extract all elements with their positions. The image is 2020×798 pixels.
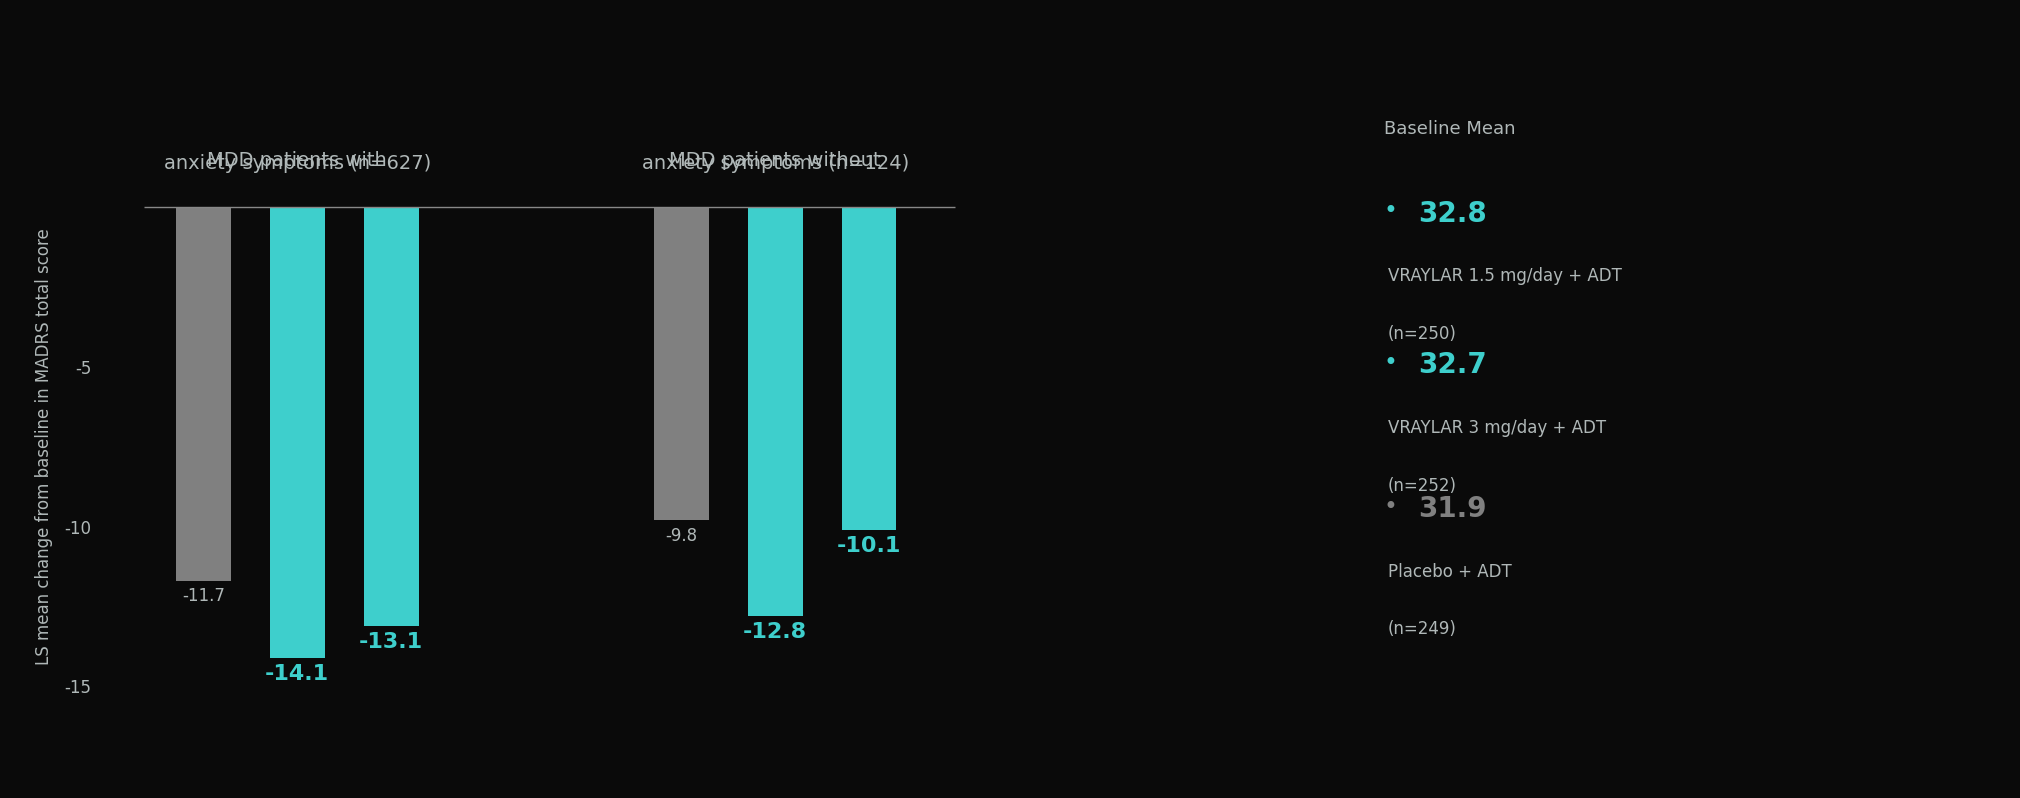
Text: (n=249): (n=249) <box>1388 620 1456 638</box>
Text: -11.7: -11.7 <box>182 587 224 606</box>
Bar <box>176 207 230 581</box>
Text: MDD patients without: MDD patients without <box>669 151 881 170</box>
Text: -12.8: -12.8 <box>743 622 808 642</box>
Text: anxiety symptoms (n=124): anxiety symptoms (n=124) <box>642 154 909 173</box>
Text: •: • <box>1384 200 1398 223</box>
Text: MDD patients with: MDD patients with <box>208 151 388 170</box>
Y-axis label: LS mean change from baseline in MADRS total score: LS mean change from baseline in MADRS to… <box>34 228 53 666</box>
Bar <box>747 207 802 616</box>
Text: 32.8: 32.8 <box>1418 200 1487 227</box>
Text: Baseline Mean: Baseline Mean <box>1384 120 1515 138</box>
Text: •: • <box>1384 351 1398 375</box>
Text: -10.1: -10.1 <box>836 536 901 556</box>
Text: VRAYLAR 1.5 mg/day + ADT: VRAYLAR 1.5 mg/day + ADT <box>1388 267 1622 286</box>
Text: -13.1: -13.1 <box>360 632 424 652</box>
Text: VRAYLAR 3 mg/day + ADT: VRAYLAR 3 mg/day + ADT <box>1388 419 1606 437</box>
Bar <box>364 207 418 626</box>
Text: 31.9: 31.9 <box>1418 495 1487 523</box>
Text: (n=250): (n=250) <box>1388 325 1456 343</box>
Text: -14.1: -14.1 <box>265 664 329 684</box>
Bar <box>654 207 709 520</box>
Text: (n=252): (n=252) <box>1388 476 1456 495</box>
Bar <box>842 207 897 530</box>
Text: •: • <box>1384 495 1398 519</box>
Text: 32.7: 32.7 <box>1418 351 1487 379</box>
Text: -9.8: -9.8 <box>665 527 697 545</box>
Text: anxiety symptoms (n=627): anxiety symptoms (n=627) <box>164 154 430 173</box>
Text: Placebo + ADT: Placebo + ADT <box>1388 563 1511 581</box>
Bar <box>271 207 325 658</box>
